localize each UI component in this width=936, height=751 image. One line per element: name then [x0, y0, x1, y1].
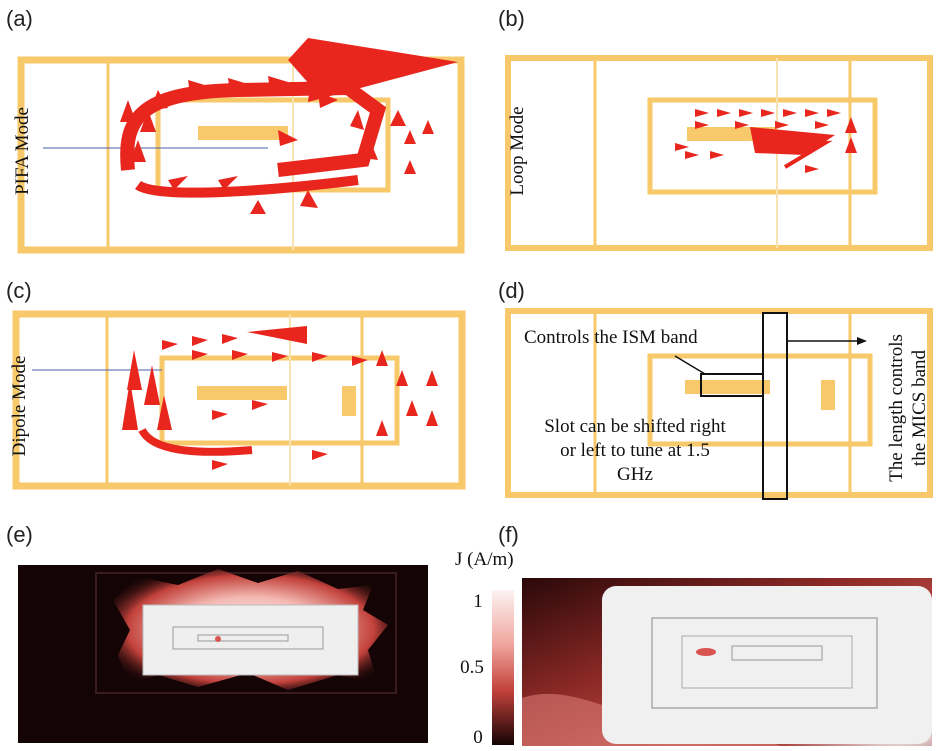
- mode-label-c: Dipole Mode: [9, 355, 30, 457]
- panel-f-heatmap: [522, 578, 932, 746]
- panel-label-e: (e): [6, 522, 33, 547]
- annotation-slot-line1: Slot can be shifted right: [544, 416, 726, 437]
- current-arrows-c: [122, 326, 438, 470]
- annotation-ism: Controls the ISM band: [524, 327, 698, 348]
- colorbar-tick-1: 1: [473, 591, 483, 612]
- arrow-head-icon: [857, 337, 867, 345]
- panel-label-c: (c): [6, 278, 32, 303]
- mode-label-a: PIFA Mode: [12, 107, 33, 195]
- panel-label-b: (b): [498, 6, 525, 31]
- annotation-length-line2: the MICS band: [909, 349, 930, 467]
- panel-label-f: (f): [498, 522, 519, 547]
- colorbar-tick-0: 0: [473, 727, 483, 748]
- panel-a-figure: [17, 38, 465, 254]
- annotation-slot-line2: or left to tune at 1.5: [560, 440, 710, 461]
- panel-b-figure: [505, 55, 933, 251]
- current-arrows-a: [120, 38, 458, 214]
- colorbar: [492, 590, 514, 745]
- panel-e-heatmap: [18, 565, 428, 743]
- mode-label-b: Loop Mode: [507, 106, 528, 196]
- annotation-length-line1: The length controls: [886, 334, 907, 482]
- annotation-slot-line3: GHz: [617, 464, 653, 485]
- panel-label-d: (d): [498, 278, 525, 303]
- colorbar-title: J (A/m): [455, 549, 514, 570]
- panel-label-a: (a): [6, 6, 33, 31]
- panel-c-figure: [12, 310, 466, 490]
- colorbar-tick-0-5: 0.5: [460, 657, 484, 678]
- panel-d-figure: [505, 308, 933, 500]
- current-arrows-b: [675, 109, 857, 173]
